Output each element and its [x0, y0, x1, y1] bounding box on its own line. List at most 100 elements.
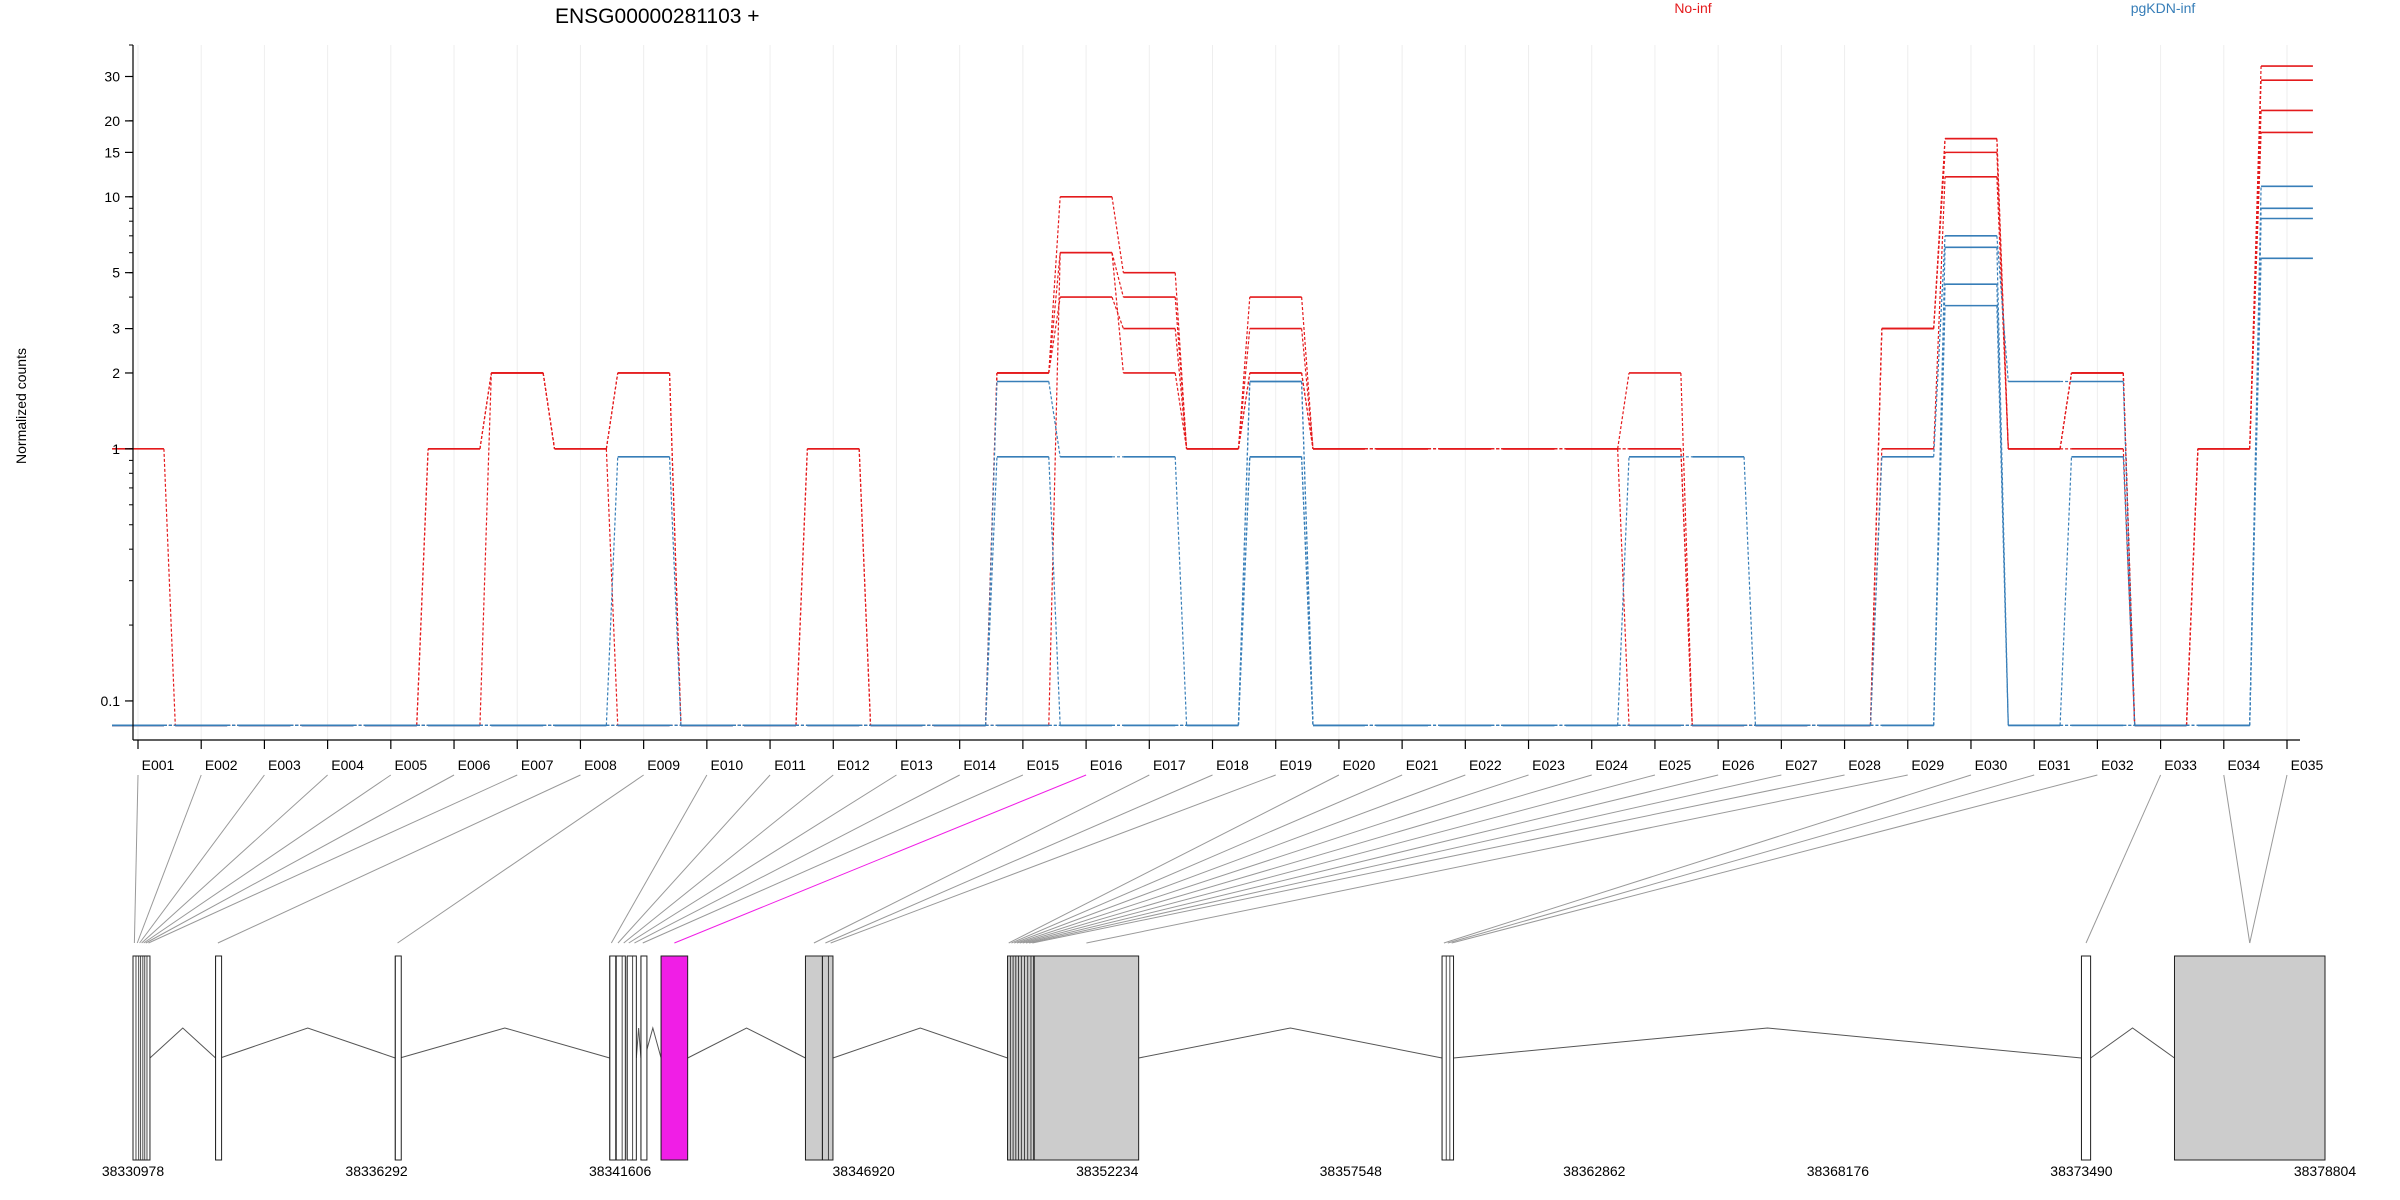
x-tick-label-e029: E029 — [1911, 757, 1944, 773]
exon-block — [1033, 955, 1140, 1161]
series-connector — [1869, 456, 1883, 726]
connector-e002 — [136, 774, 202, 944]
x-tick-label-e030: E030 — [1975, 757, 2008, 773]
x-tick-label-e013: E013 — [900, 757, 933, 773]
exon-block — [1441, 955, 1455, 1161]
x-tick-label-e025: E025 — [1659, 757, 1692, 773]
series-connector — [1301, 372, 1314, 449]
y-tick-label-15: 15 — [104, 144, 120, 160]
series-connector — [1111, 196, 1124, 273]
exon-block — [609, 955, 617, 1161]
connector-e015 — [642, 774, 1024, 944]
connector-e031 — [1447, 774, 2035, 944]
x-tick-label-e004: E004 — [331, 757, 364, 773]
x-tick-label-e007: E007 — [521, 757, 554, 773]
series-connector — [984, 456, 998, 726]
connector-e016 — [674, 774, 1087, 944]
y-tick-label-1: 1 — [112, 441, 120, 457]
connector-e033 — [2085, 774, 2162, 944]
genomic-tick-label-9: 38373490 — [2050, 1163, 2113, 1179]
connector-e030 — [1443, 774, 1972, 944]
connector-e025 — [1022, 774, 1656, 944]
series-connector — [1237, 456, 1251, 726]
series-connector — [1933, 176, 1946, 449]
exon-block — [215, 955, 223, 1161]
connector-e008 — [217, 774, 581, 944]
y-tick-label-20: 20 — [104, 113, 120, 129]
connector-e035 — [2249, 774, 2288, 944]
x-tick-label-e021: E021 — [1406, 757, 1439, 773]
series-connector — [163, 448, 176, 726]
legend-label-pgkdn-inf: pgKDN-inf — [2131, 0, 2196, 16]
genomic-tick-label-3: 38341606 — [589, 1163, 652, 1179]
connector-e009 — [397, 774, 644, 944]
connector-e022 — [1014, 774, 1466, 944]
connector-e032 — [1451, 774, 2098, 944]
series-connector — [1048, 456, 1061, 726]
connector-e011 — [617, 774, 771, 944]
genomic-tick-label-7: 38362862 — [1563, 1163, 1626, 1179]
genomic-tick-label-6: 38357548 — [1320, 1163, 1383, 1179]
connector-e007 — [148, 774, 518, 944]
intron-line — [149, 1027, 216, 1059]
series-connector — [2059, 372, 2073, 449]
y-tick-label-0.1: 0.1 — [101, 693, 121, 709]
genomic-tick-label-4: 38346920 — [833, 1163, 896, 1179]
y-tick-label-3: 3 — [112, 321, 120, 337]
intron-line — [1453, 1027, 2082, 1059]
series-connector — [1048, 252, 1061, 374]
x-axis: E001 E002 E003 E004 E005 E006 E007 E008 E009 E010… — [133, 739, 2324, 773]
genomic-tick-label-10: 38378804 — [2294, 1163, 2357, 1179]
connector-e027 — [1029, 774, 1782, 944]
x-tick-label-e003: E003 — [268, 757, 301, 773]
series-connector — [542, 372, 556, 449]
series-connector — [605, 448, 619, 726]
connector-e017 — [813, 774, 1150, 944]
y-tick-label-30: 30 — [104, 68, 120, 84]
series-connector — [1680, 448, 1693, 726]
connector-e023 — [1016, 774, 1529, 944]
x-tick-label-e035: E035 — [2291, 757, 2324, 773]
x-tick-label-e022: E022 — [1469, 757, 1502, 773]
series-connector — [1617, 448, 1630, 726]
exon-block — [626, 955, 637, 1161]
intron-line — [399, 1027, 610, 1059]
series-connector — [795, 448, 808, 726]
x-tick-label-e006: E006 — [458, 757, 491, 773]
series-connector — [1301, 456, 1314, 726]
connector-e001 — [133, 774, 139, 944]
exon-block — [821, 955, 834, 1161]
x-tick-label-e033: E033 — [2164, 757, 2197, 773]
x-tick-label-e023: E023 — [1532, 757, 1565, 773]
series-connector — [1237, 328, 1251, 449]
series-connector — [1933, 305, 1946, 726]
series-connector — [479, 372, 492, 449]
genomic-tick-label-5: 38352234 — [1076, 1163, 1139, 1179]
series-connector — [2059, 456, 2073, 726]
series-lines — [112, 65, 2313, 727]
intron-line — [2090, 1027, 2175, 1059]
series-line-pgkdn-inf-8 — [112, 257, 2313, 727]
series-connector — [1048, 196, 1061, 374]
series-connector — [1680, 372, 1693, 726]
connector-e003 — [139, 774, 265, 944]
x-tick-label-e019: E019 — [1279, 757, 1312, 773]
genomic-tick-label-1: 38330978 — [102, 1163, 165, 1179]
series-connector — [1933, 235, 1946, 457]
series-connector — [1996, 235, 2009, 382]
exon-block — [1007, 955, 1035, 1161]
y-tick-label-10: 10 — [104, 189, 120, 205]
legend-label-no-inf: No-inf — [1674, 0, 1711, 16]
series-connector — [1111, 252, 1124, 374]
x-tick-label-e011: E011 — [774, 757, 806, 773]
series-connector — [1237, 372, 1251, 449]
connector-e012 — [623, 774, 834, 944]
x-tick-label-e028: E028 — [1848, 757, 1881, 773]
exon-block — [394, 955, 402, 1161]
series-connector — [1996, 138, 2009, 449]
series-connector — [1933, 138, 1946, 329]
x-tick-label-e027: E027 — [1785, 757, 1818, 773]
x-tick-label-e026: E026 — [1722, 757, 1755, 773]
connector-e029 — [1086, 774, 1908, 944]
